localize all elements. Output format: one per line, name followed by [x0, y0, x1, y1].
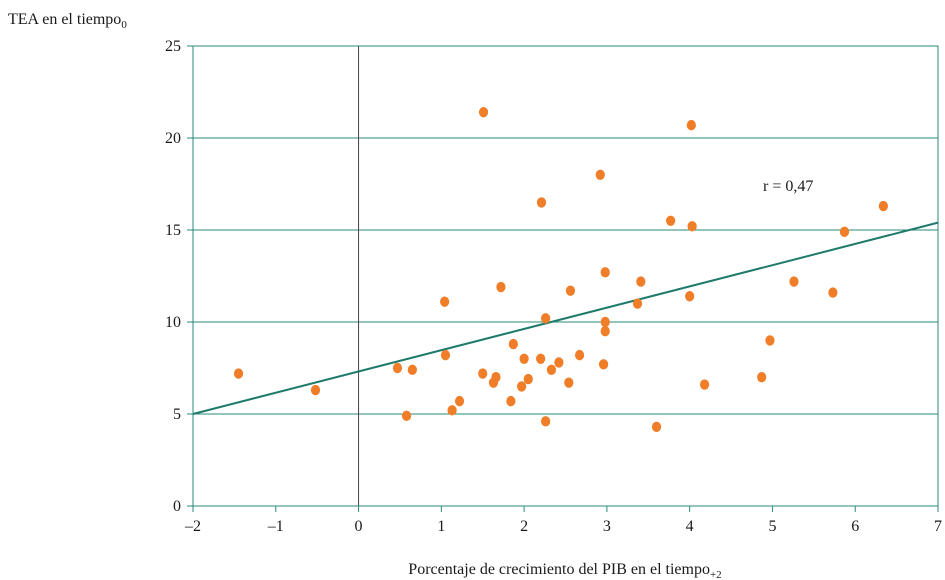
data-point [632, 298, 643, 309]
y-tick-labels: 0 5 10 15 20 25 [165, 38, 193, 515]
data-point [565, 285, 576, 296]
data-point [478, 368, 488, 379]
data-point [687, 221, 697, 232]
x-tick-label: –2 [184, 518, 201, 535]
data-point [392, 362, 403, 374]
y-axis-title-main: TEA en el tiempo [8, 11, 121, 28]
data-point [491, 372, 501, 383]
points-layer [233, 107, 888, 433]
data-point [651, 421, 662, 433]
data-point [699, 379, 710, 390]
y-tick-label: 25 [165, 38, 181, 55]
data-point [478, 107, 489, 118]
data-point [600, 316, 610, 328]
data-point [517, 381, 527, 392]
data-point [666, 215, 676, 226]
y-tick-label: 5 [173, 406, 181, 423]
data-point [407, 364, 417, 376]
y-tick-label: 15 [165, 222, 181, 239]
data-point [519, 353, 529, 364]
regression-line [192, 221, 939, 415]
data-point [686, 119, 696, 131]
data-point [310, 384, 321, 396]
x-tick-label: 4 [686, 518, 694, 535]
x-tick-label: 3 [603, 518, 611, 535]
x-tick-labels: –2 –1 0 1 2 3 4 5 6 7 [184, 506, 942, 535]
data-point [447, 405, 457, 416]
data-point [757, 372, 767, 383]
y-axis-title: TEA en el tiempo0 [8, 11, 127, 31]
y-tick-label: 10 [165, 314, 181, 331]
data-point [440, 296, 450, 307]
data-point [685, 291, 695, 302]
data-point [789, 276, 799, 287]
x-tick-label: 2 [520, 518, 528, 535]
data-point [564, 377, 574, 388]
x-axis-title: Porcentaje de crecimiento del PIB en el … [408, 561, 721, 580]
x-tick-label: 6 [851, 518, 859, 535]
x-tick-label: 5 [768, 518, 776, 535]
plot-frame [192, 45, 939, 507]
y-tick-label: 20 [165, 130, 181, 147]
data-point [600, 267, 610, 278]
data-point [496, 281, 506, 293]
data-point [440, 349, 451, 361]
plot-frame-rect [192, 45, 939, 507]
data-point [546, 364, 557, 376]
data-point [636, 276, 646, 287]
x-tick-label: 7 [934, 518, 942, 535]
x-tick-label: –1 [267, 518, 284, 535]
data-point [523, 373, 533, 385]
data-point [508, 338, 518, 350]
data-point [233, 368, 244, 379]
data-point [595, 169, 605, 180]
y-tick-label: 0 [173, 498, 181, 515]
x-tick-label: 0 [355, 518, 363, 535]
data-point [828, 287, 838, 298]
data-point [541, 416, 551, 427]
data-point [536, 353, 546, 364]
data-point [765, 335, 775, 346]
data-point [598, 359, 609, 370]
x-tick-label: 1 [437, 518, 445, 535]
data-point [600, 326, 610, 337]
x-axis-title-main: Porcentaje de crecimiento del PIB en el … [408, 561, 710, 578]
data-point [839, 226, 850, 238]
data-point [878, 200, 888, 212]
trend-layer [192, 221, 939, 415]
data-point [554, 357, 564, 368]
x-axis-title-subscript: +2 [710, 569, 722, 580]
correlation-annotation: r = 0,47 [763, 178, 813, 195]
data-point [506, 395, 516, 407]
data-point [401, 410, 412, 422]
y-axis-title-subscript: 0 [121, 19, 127, 31]
data-point [536, 197, 547, 208]
data-point [541, 313, 551, 324]
data-point [454, 395, 465, 407]
grid-layer [193, 137, 938, 415]
data-point [574, 349, 585, 361]
